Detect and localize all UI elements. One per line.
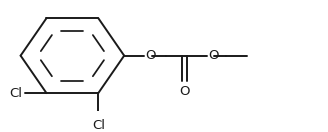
Text: Cl: Cl [10, 87, 23, 100]
Text: O: O [208, 49, 218, 62]
Text: O: O [145, 49, 155, 62]
Text: Cl: Cl [92, 119, 105, 132]
Text: O: O [179, 85, 190, 98]
